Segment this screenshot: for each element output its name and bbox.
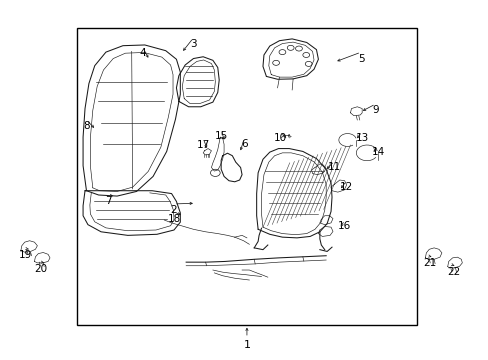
Text: 14: 14: [371, 147, 384, 157]
Text: 4: 4: [139, 48, 145, 58]
Text: 21: 21: [423, 258, 436, 268]
Text: 2: 2: [170, 205, 177, 215]
Text: 1: 1: [243, 340, 250, 350]
Text: 7: 7: [105, 197, 111, 206]
Bar: [77, 28, 416, 325]
Text: 5: 5: [357, 54, 364, 64]
Text: 16: 16: [337, 221, 350, 231]
Text: 3: 3: [190, 39, 196, 49]
Text: 22: 22: [446, 267, 459, 277]
Text: 17: 17: [196, 140, 209, 150]
Text: 19: 19: [19, 250, 32, 260]
Text: 10: 10: [273, 133, 286, 143]
Text: 12: 12: [339, 182, 352, 192]
Text: 6: 6: [241, 139, 247, 149]
Text: 20: 20: [35, 264, 48, 274]
Text: 13: 13: [355, 133, 368, 143]
Text: 9: 9: [372, 105, 378, 115]
Text: 15: 15: [214, 131, 227, 141]
Text: 11: 11: [327, 162, 340, 172]
Text: 8: 8: [83, 121, 90, 131]
Text: 18: 18: [167, 213, 180, 224]
